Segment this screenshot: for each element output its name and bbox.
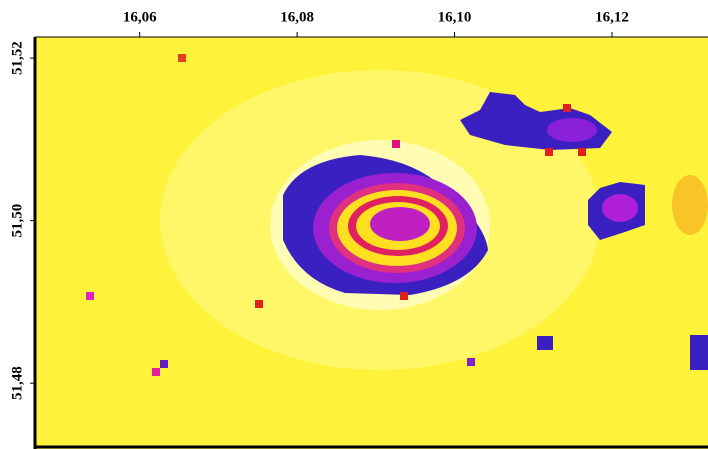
raster [35,37,708,449]
orange-patch [672,175,708,235]
pixel [563,104,571,112]
map: 16,06 16,08 16,10 16,12 51,48 51,50 51,52 [0,0,708,449]
y-tick-label: 51,50 [9,204,25,238]
y-tick-label: 51,48 [9,366,25,400]
pixel [255,300,263,308]
north-blob-core [547,118,597,142]
pixel [400,292,408,300]
x-tick-label: 16,08 [280,9,314,25]
pixel [178,54,186,62]
east-blob-core [602,194,638,222]
pixel [160,360,168,368]
pixel-cluster [690,335,708,370]
x-tick-label: 16,12 [595,9,629,25]
x-tick-label: 16,10 [438,9,472,25]
pixel-cluster [537,336,553,350]
main-blob-core [370,207,430,241]
y-tick-label: 51,52 [9,41,25,75]
x-tick-label: 16,06 [123,9,157,25]
pixel [86,292,94,300]
pixel [467,358,475,366]
pixel [545,148,553,156]
pixel [152,368,160,376]
pixel [578,148,586,156]
pixel [392,140,400,148]
